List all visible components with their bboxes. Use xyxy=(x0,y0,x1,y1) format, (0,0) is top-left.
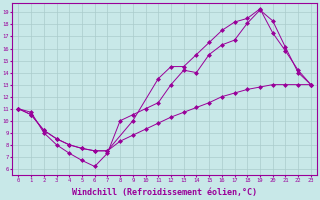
X-axis label: Windchill (Refroidissement éolien,°C): Windchill (Refroidissement éolien,°C) xyxy=(72,188,257,197)
